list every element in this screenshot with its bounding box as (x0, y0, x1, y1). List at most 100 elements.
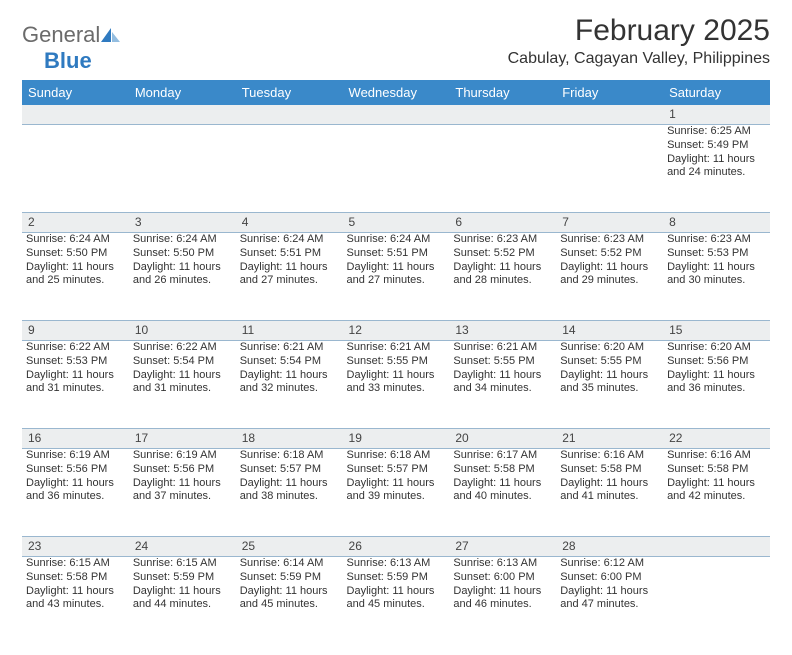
day-number-row: 9101112131415 (22, 321, 770, 341)
week-row: Sunrise: 6:22 AMSunset: 5:53 PM Daylight:… (22, 341, 770, 429)
daylight-line: Daylight: 11 hours and 46 minutes. (453, 585, 552, 613)
week-row: Sunrise: 6:15 AMSunset: 5:58 PMDaylight:… (22, 557, 770, 645)
sunset-line: Sunset: 5:55 PM (453, 355, 552, 369)
day-number-empty (129, 105, 236, 125)
weekday-header: Tuesday (236, 80, 343, 105)
sunrise-line: Sunrise: 6:22 AM (26, 341, 125, 355)
day-cell: Sunrise: 6:18 AMSunset: 5:57 PMDaylight:… (236, 449, 343, 537)
day-number: 24 (129, 537, 236, 557)
sunrise-line: Sunrise: 6:25 AM (667, 125, 766, 139)
sunset-line: Sunset: 5:52 PM (560, 247, 659, 261)
daylight-line: Daylight: 11 hours and 43 minutes. (26, 585, 125, 613)
day-cell: Sunrise: 6:23 AMSunset: 5:52 PMDaylight:… (449, 233, 556, 321)
weekday-header: Saturday (663, 80, 770, 105)
day-number-empty (663, 537, 770, 557)
daylight-line: Daylight: 11 hours and 29 minutes. (560, 261, 659, 289)
daylight-line: Daylight: 11 hours and 38 minutes. (240, 477, 339, 505)
sunset-line: Sunset: 5:57 PM (240, 463, 339, 477)
daylight-line: Daylight: 11 hours and 31 minutes. (133, 369, 232, 397)
sunset-line: Sunset: 5:56 PM (133, 463, 232, 477)
daylight-line: Daylight: 11 hours and 40 minutes. (453, 477, 552, 505)
daylight-line: Daylight: 11 hours and 34 minutes. (453, 369, 552, 397)
weekday-header: Friday (556, 80, 663, 105)
sunset-line: Sunset: 5:54 PM (240, 355, 339, 369)
day-number: 11 (236, 321, 343, 341)
day-number: 5 (343, 213, 450, 233)
sunset-line: Sunset: 5:53 PM (26, 355, 125, 369)
day-number-empty (449, 105, 556, 125)
sunrise-line: Sunrise: 6:20 AM (667, 341, 766, 355)
sunset-line: Sunset: 5:51 PM (347, 247, 446, 261)
day-cell: Sunrise: 6:24 AMSunset: 5:50 PMDaylight:… (129, 233, 236, 321)
day-cell: Sunrise: 6:18 AMSunset: 5:57 PMDaylight:… (343, 449, 450, 537)
daylight-line: Daylight: 11 hours and 32 minutes. (240, 369, 339, 397)
day-number: 12 (343, 321, 450, 341)
day-cell: Sunrise: 6:23 AMSunset: 5:53 PMDaylight:… (663, 233, 770, 321)
daylight-line: Daylight: 11 hours and 41 minutes. (560, 477, 659, 505)
day-cell: Sunrise: 6:21 AMSunset: 5:54 PMDaylight:… (236, 341, 343, 429)
page-title: February 2025 (508, 14, 770, 48)
daylight-line: Daylight: 11 hours and 28 minutes. (453, 261, 552, 289)
day-number: 14 (556, 321, 663, 341)
sunrise-line: Sunrise: 6:13 AM (347, 557, 446, 571)
daylight-line: Daylight: 11 hours and 36 minutes. (667, 369, 766, 397)
daylight-line: Daylight: 11 hours and 45 minutes. (347, 585, 446, 613)
day-number: 20 (449, 429, 556, 449)
daylight-line: Daylight: 11 hours and 27 minutes. (240, 261, 339, 289)
day-number-row: 2345678 (22, 213, 770, 233)
day-number: 13 (449, 321, 556, 341)
sunset-line: Sunset: 5:54 PM (133, 355, 232, 369)
day-number: 4 (236, 213, 343, 233)
location-subtitle: Cabulay, Cagayan Valley, Philippines (508, 50, 770, 68)
day-cell: Sunrise: 6:22 AMSunset: 5:53 PMDaylight:… (22, 341, 129, 429)
day-cell: Sunrise: 6:14 AMSunset: 5:59 PMDaylight:… (236, 557, 343, 645)
sunset-line: Sunset: 5:58 PM (560, 463, 659, 477)
day-cell: Sunrise: 6:15 AMSunset: 5:59 PMDaylight:… (129, 557, 236, 645)
day-number: 26 (343, 537, 450, 557)
day-number-empty (343, 105, 450, 125)
header: General Blue February 2025 Cabulay, Caga… (22, 14, 770, 74)
daylight-line: Daylight: 11 hours and 25 minutes. (26, 261, 125, 289)
sunrise-line: Sunrise: 6:18 AM (347, 449, 446, 463)
day-cell-empty (129, 125, 236, 213)
daylight-line: Daylight: 11 hours and 35 minutes. (560, 369, 659, 397)
daylight-line: Daylight: 11 hours and 36 minutes. (26, 477, 125, 505)
day-cell: Sunrise: 6:20 AMSunset: 5:56 PMDaylight:… (663, 341, 770, 429)
daylight-line: Daylight: 11 hours and 33 minutes. (347, 369, 446, 397)
sunrise-line: Sunrise: 6:24 AM (347, 233, 446, 247)
weekday-header: Sunday (22, 80, 129, 105)
day-cell-empty (236, 125, 343, 213)
brand-logo: General Blue (22, 22, 121, 74)
sunset-line: Sunset: 5:52 PM (453, 247, 552, 261)
daylight-line: Daylight: 11 hours and 44 minutes. (133, 585, 232, 613)
sunrise-line: Sunrise: 6:21 AM (347, 341, 446, 355)
day-number: 17 (129, 429, 236, 449)
day-cell: Sunrise: 6:17 AMSunset: 5:58 PMDaylight:… (449, 449, 556, 537)
sunset-line: Sunset: 5:56 PM (26, 463, 125, 477)
day-cell: Sunrise: 6:23 AMSunset: 5:52 PMDaylight:… (556, 233, 663, 321)
sunrise-line: Sunrise: 6:15 AM (26, 557, 125, 571)
day-cell: Sunrise: 6:22 AMSunset: 5:54 PMDaylight:… (129, 341, 236, 429)
day-cell-empty (343, 125, 450, 213)
sunset-line: Sunset: 5:55 PM (347, 355, 446, 369)
day-cell: Sunrise: 6:16 AMSunset: 5:58 PMDaylight:… (663, 449, 770, 537)
day-cell: Sunrise: 6:21 AMSunset: 5:55 PMDaylight:… (343, 341, 450, 429)
day-cell: Sunrise: 6:16 AMSunset: 5:58 PMDaylight:… (556, 449, 663, 537)
day-number-empty (556, 105, 663, 125)
day-number-empty (22, 105, 129, 125)
daylight-line: Daylight: 11 hours and 24 minutes. (667, 153, 766, 181)
day-number: 3 (129, 213, 236, 233)
daylight-line: Daylight: 11 hours and 26 minutes. (133, 261, 232, 289)
day-cell: Sunrise: 6:21 AMSunset: 5:55 PMDaylight:… (449, 341, 556, 429)
sunset-line: Sunset: 6:00 PM (560, 571, 659, 585)
day-number: 7 (556, 213, 663, 233)
sunrise-line: Sunrise: 6:16 AM (667, 449, 766, 463)
day-cell: Sunrise: 6:24 AMSunset: 5:50 PMDaylight:… (22, 233, 129, 321)
brand-word-2: Blue (44, 48, 92, 73)
sunset-line: Sunset: 5:59 PM (133, 571, 232, 585)
day-number-row: 1 (22, 105, 770, 125)
sunset-line: Sunset: 5:56 PM (667, 355, 766, 369)
sunrise-line: Sunrise: 6:24 AM (240, 233, 339, 247)
daylight-line: Daylight: 11 hours and 37 minutes. (133, 477, 232, 505)
calendar-table: SundayMondayTuesdayWednesdayThursdayFrid… (22, 80, 770, 645)
